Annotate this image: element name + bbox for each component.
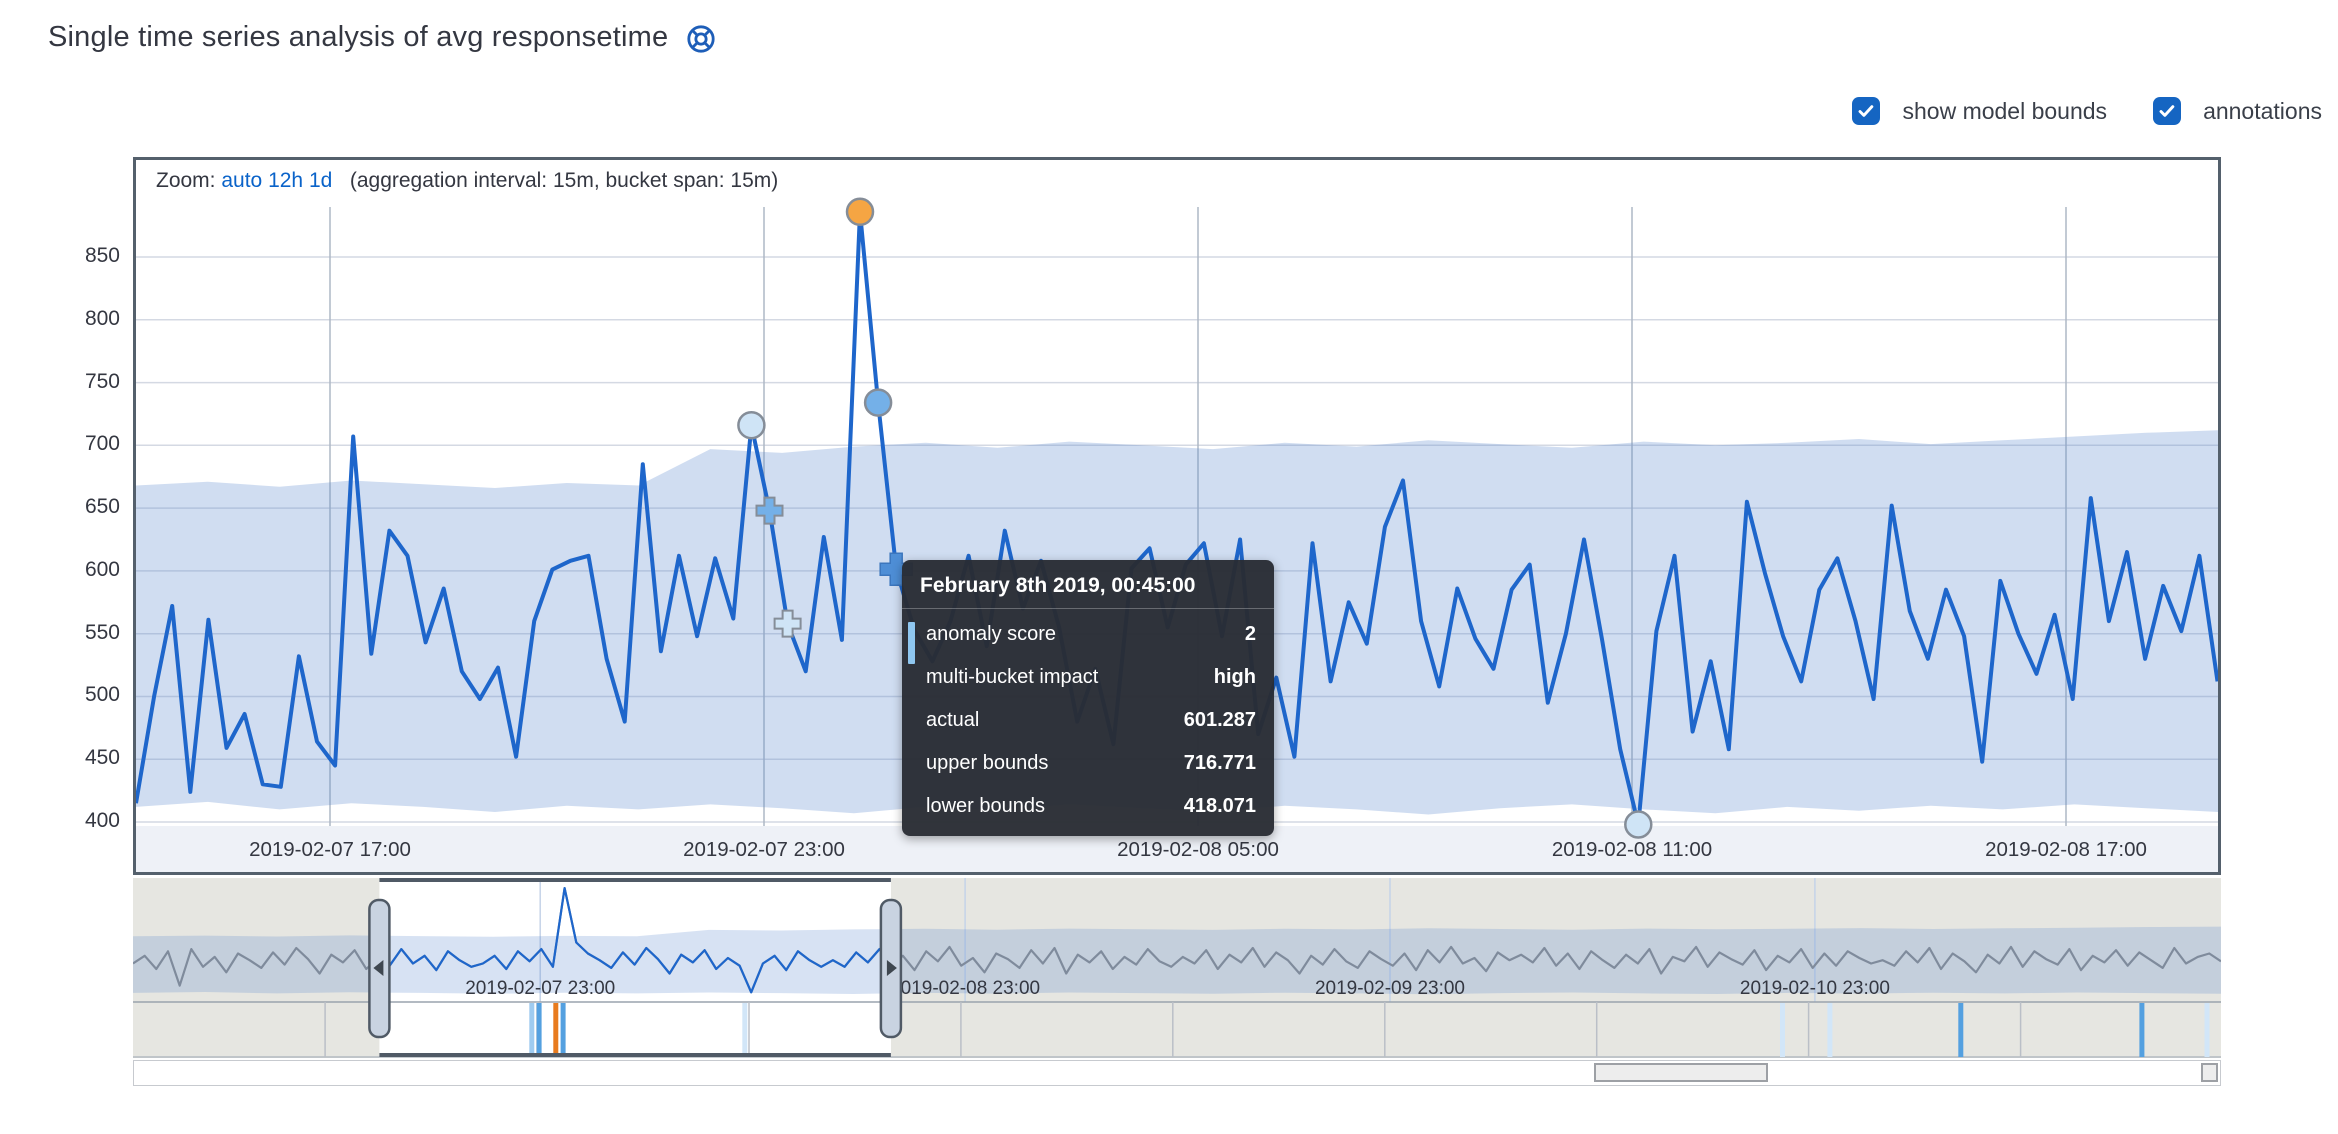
tooltip-row: lower bounds 418.071: [926, 795, 1256, 817]
y-axis-tick-label: 450: [84, 746, 120, 770]
tooltip-divider: [902, 608, 1274, 609]
show-model-bounds-checkbox[interactable]: show model bounds: [1852, 97, 2107, 125]
tooltip-row: actual 601.287: [926, 709, 1256, 731]
zoom-label: Zoom:: [156, 169, 216, 192]
swimlane-anomaly-tick-medium[interactable]: [536, 1003, 542, 1057]
x-axis-tick-label: 2019-02-08 05:00: [1117, 838, 1279, 861]
swimlane-anomaly-tick-faint[interactable]: [1827, 1003, 1833, 1057]
y-axis-tick-label: 500: [84, 683, 120, 707]
y-axis-tick-label: 800: [84, 306, 120, 330]
tooltip-rows: anomaly score 2 multi-bucket impact high act…: [920, 613, 1256, 828]
anomaly-marker-low[interactable]: [1624, 810, 1653, 839]
tooltip-row: anomaly score 2: [926, 623, 1256, 645]
context-tick-label: 2019-02-08 23:00: [890, 978, 1040, 999]
anomaly-marker-critical[interactable]: [845, 197, 875, 227]
y-axis-tick-label: 550: [84, 620, 120, 644]
zoom-12h-link[interactable]: 12h: [268, 169, 304, 192]
zoom-auto-link[interactable]: auto: [221, 169, 263, 192]
y-axis-tick-label: 400: [84, 809, 120, 833]
zoom-1d-link[interactable]: 1d: [308, 169, 333, 192]
context-tick-label: 2019-02-07 23:00: [465, 978, 615, 999]
context-bounds-band: [133, 926, 2221, 995]
swimlane-anomaly-tick-critical[interactable]: [553, 1003, 559, 1057]
scrollbar-gripper[interactable]: [2201, 1063, 2218, 1082]
header: Single time series analysis of avg respo…: [48, 20, 716, 54]
checkbox-checked-icon[interactable]: [2153, 97, 2182, 125]
swimlane-anomaly-tick-medium[interactable]: [560, 1003, 566, 1057]
y-axis-tick-label: 750: [84, 369, 120, 393]
anomaly-tooltip: February 8th 2019, 00:45:00 anomaly scor…: [902, 560, 1274, 836]
swimlane-anomaly-tick-faint[interactable]: [1780, 1003, 1785, 1057]
horizontal-scrollbar[interactable]: [133, 1060, 2221, 1086]
context-chart[interactable]: 2019-02-07 23:00 2019-02-08 23:00 2019-02-…: [133, 878, 2221, 1058]
chart-controls: show model bounds annotations: [1852, 97, 2322, 125]
multi-bucket-marker-low[interactable]: [773, 609, 802, 638]
tooltip-row: multi-bucket impact high: [926, 666, 1256, 688]
y-axis-tick-label: 700: [84, 432, 120, 456]
multi-bucket-marker-medium[interactable]: [755, 496, 784, 525]
aggregation-note: (aggregation interval: 15m, bucket span:…: [349, 169, 779, 192]
tooltip-row: upper bounds 716.771: [926, 752, 1256, 774]
swimlane-anomaly-tick-medium[interactable]: [1958, 1003, 1964, 1057]
severity-bar: [908, 622, 915, 664]
tooltip-header: February 8th 2019, 00:45:00: [920, 574, 1196, 597]
scrollbar-thumb[interactable]: [1594, 1063, 1768, 1082]
context-line-selected: [379, 887, 891, 994]
x-axis-tick-label: 2019-02-08 17:00: [1985, 838, 2147, 861]
anomaly-marker-low[interactable]: [737, 410, 766, 440]
brush-handle-left[interactable]: [368, 898, 391, 1039]
show-model-bounds-label: show model bounds: [1902, 97, 2108, 124]
zoom-controls: Zoom: auto 12h 1d (aggregation interval:…: [156, 169, 778, 193]
annotations-checkbox[interactable]: annotations: [2153, 97, 2322, 125]
x-axis-tick-label: 2019-02-07 23:00: [683, 838, 845, 861]
brush-handle-right[interactable]: [879, 898, 903, 1039]
context-tick-label: 2019-02-10 23:00: [1740, 978, 1890, 999]
swimlane-anomaly-tick-medium[interactable]: [2139, 1003, 2145, 1057]
x-axis-tick-label: 2019-02-08 11:00: [1552, 838, 1712, 861]
page-title: Single time series analysis of avg respo…: [48, 20, 669, 53]
annotations-label: annotations: [2203, 97, 2322, 124]
checkbox-checked-icon[interactable]: [1852, 97, 1881, 125]
help-icon[interactable]: [686, 24, 716, 54]
context-tick-label: 2019-02-09 23:00: [1315, 978, 1465, 999]
x-axis-tick-label: 2019-02-07 17:00: [249, 838, 411, 861]
y-axis-tick-label: 650: [84, 495, 120, 519]
y-axis-tick-label: 850: [84, 244, 120, 267]
swimlane-anomaly-tick-faint[interactable]: [2204, 1003, 2210, 1057]
anomaly-marker-medium[interactable]: [863, 388, 893, 417]
swimlane-anomaly-tick-faint[interactable]: [742, 1003, 748, 1057]
y-axis-tick-label: 600: [84, 557, 120, 581]
brush-selection[interactable]: [379, 878, 891, 1058]
swimlane-anomaly-tick-low[interactable]: [529, 1003, 535, 1057]
